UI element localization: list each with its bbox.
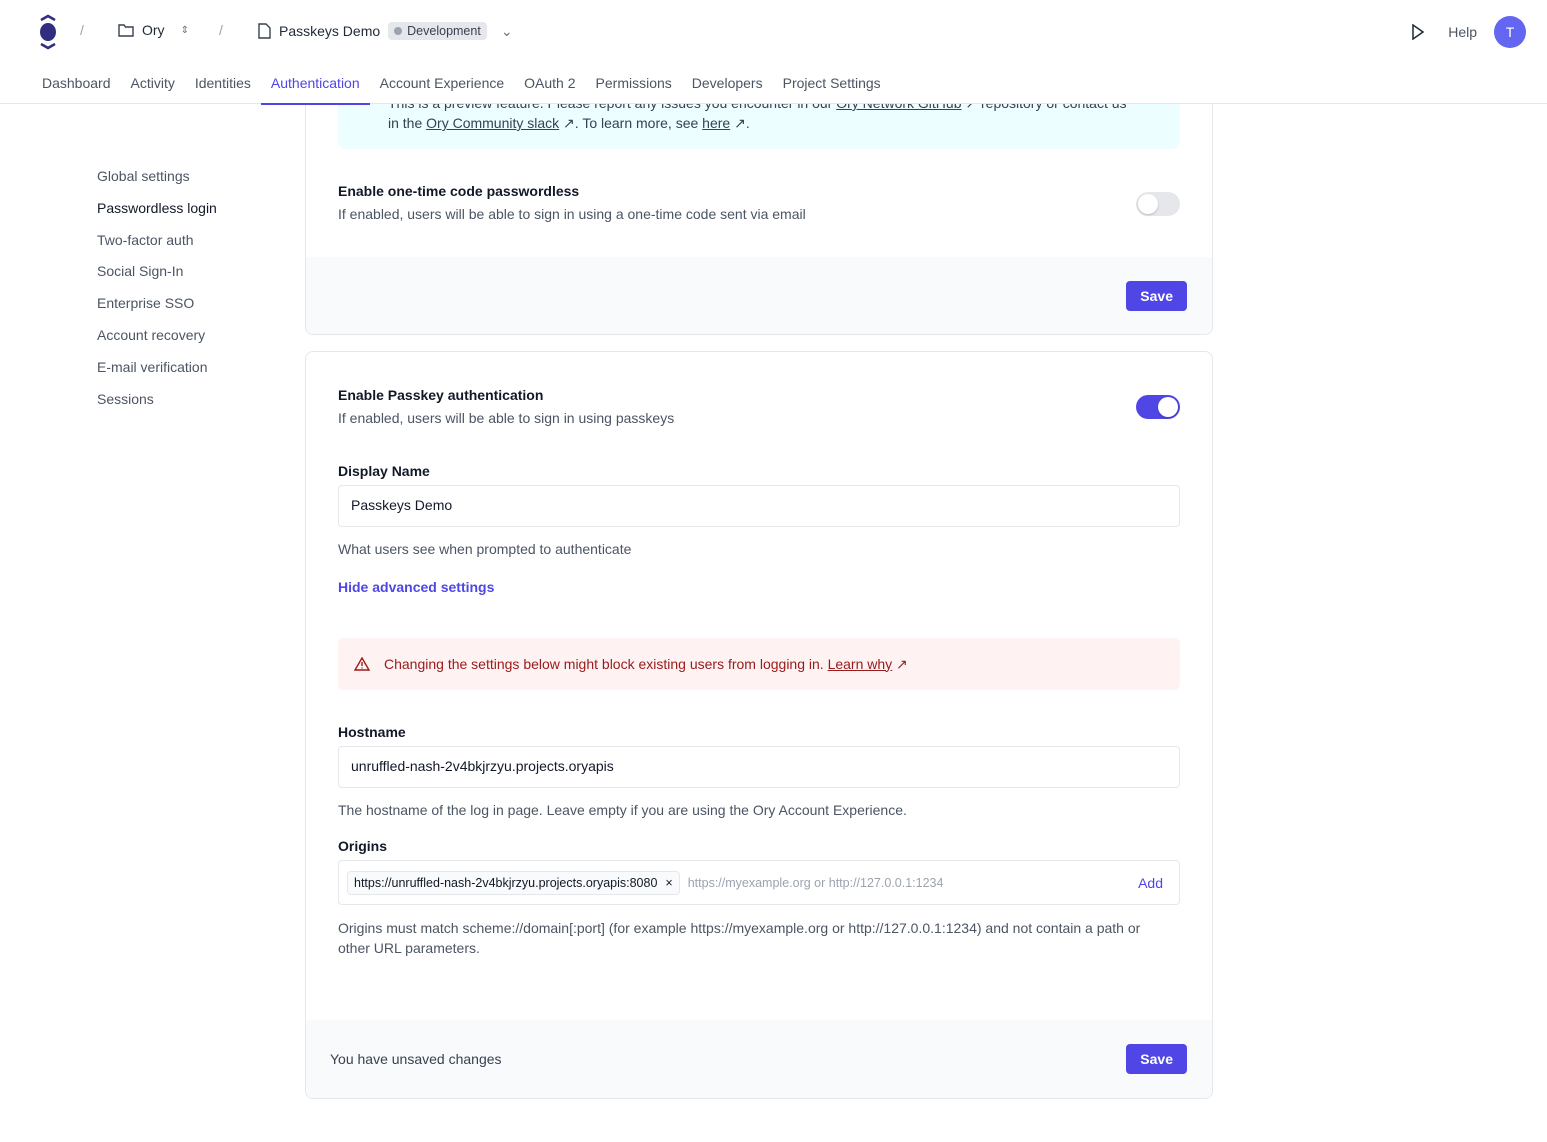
tab-permissions[interactable]: Permissions: [595, 75, 672, 91]
origins-help: Origins must match scheme://domain[:port…: [338, 920, 1141, 956]
learn-why-link[interactable]: Learn why: [827, 655, 893, 672]
add-origin-button[interactable]: Add: [1138, 874, 1163, 891]
sidebar-item-social-sign-in[interactable]: Social Sign-In: [97, 263, 184, 280]
card-footer: You have unsaved changes Save: [306, 1020, 1212, 1098]
warning-text: Changing the settings below might block …: [384, 655, 828, 672]
folder-icon: [118, 24, 134, 37]
passkey-card: Enable Passkey authentication If enabled…: [305, 351, 1213, 1099]
sidebar-item-account-recovery[interactable]: Account recovery: [97, 326, 206, 343]
breadcrumb-separator: /: [219, 22, 223, 38]
file-icon: [258, 23, 271, 39]
display-name-help: What users see when prompted to authenti…: [338, 541, 632, 557]
sidebar-item-global-settings[interactable]: Global settings: [97, 168, 190, 184]
hide-advanced-settings-link[interactable]: Hide advanced settings: [338, 579, 495, 595]
display-name-input[interactable]: Passkeys Demo: [338, 485, 1180, 527]
tab-activity[interactable]: Activity: [130, 75, 175, 91]
tab-oauth2[interactable]: OAuth 2: [524, 75, 576, 91]
environment-label: Development: [407, 24, 481, 38]
code-description: If enabled, users will be able to sign i…: [338, 206, 806, 222]
sidebar: Global settings Passwordless login Two-f…: [97, 168, 217, 422]
save-button[interactable]: Save: [1126, 281, 1187, 311]
sidebar-item-enterprise-sso[interactable]: Enterprise SSO: [97, 295, 195, 312]
help-link[interactable]: Help: [1448, 24, 1477, 40]
origins-placeholder[interactable]: https://myexample.org or http://127.0.0.…: [687, 875, 944, 890]
breadcrumb-separator: /: [80, 22, 84, 38]
project-switcher[interactable]: Passkeys Demo Development ⌄: [258, 22, 513, 40]
play-icon[interactable]: [1411, 24, 1425, 40]
project-name: Passkeys Demo: [279, 23, 381, 39]
origin-chip: https://unruffled-nash-2v4bkjrzyu.projec…: [347, 870, 680, 895]
code-toggle[interactable]: [1136, 192, 1180, 216]
unsaved-changes-text: You have unsaved changes: [330, 1051, 502, 1067]
origins-input[interactable]: https://unruffled-nash-2v4bkjrzyu.projec…: [338, 860, 1180, 905]
origin-value: https://unruffled-nash-2v4bkjrzyu.projec…: [354, 875, 658, 890]
tab-account-experience[interactable]: Account Experience: [379, 75, 505, 91]
avatar[interactable]: T: [1494, 16, 1526, 48]
hostname-input[interactable]: unruffled-nash-2v4bkjrzyu.projects.oryap…: [338, 746, 1180, 788]
origins-label: Origins: [338, 838, 388, 854]
main-tabs: Dashboard Activity Identities Authentica…: [32, 64, 891, 105]
hostname-label: Hostname: [338, 724, 406, 740]
learn-more-link[interactable]: here: [702, 115, 731, 131]
banner-text: .: [745, 115, 750, 131]
display-name-label: Display Name: [338, 463, 430, 479]
passkey-title: Enable Passkey authentication: [338, 387, 544, 403]
sidebar-item-passwordless-login[interactable]: Passwordless login: [97, 199, 217, 216]
sidebar-item-two-factor-auth[interactable]: Two-factor auth: [97, 231, 194, 248]
banner-text: . To learn more, see: [574, 115, 703, 131]
org-name: Ory: [142, 22, 165, 38]
passkey-toggle[interactable]: [1136, 395, 1180, 419]
chevron-up-down-icon: ⇕: [180, 24, 189, 36]
tab-authentication[interactable]: Authentication: [260, 64, 370, 105]
sidebar-item-email-verification[interactable]: E-mail verification: [97, 358, 208, 375]
tab-project-settings[interactable]: Project Settings: [782, 75, 881, 91]
ory-logo[interactable]: [36, 14, 60, 50]
tab-developers[interactable]: Developers: [691, 75, 763, 91]
code-title: Enable one-time code passwordless: [338, 183, 580, 199]
org-switcher[interactable]: Ory ⇕: [118, 22, 189, 38]
sidebar-item-sessions[interactable]: Sessions: [97, 390, 154, 407]
slack-link[interactable]: Ory Community slack: [426, 115, 560, 131]
warning-alert: Changing the settings below might block …: [338, 638, 1180, 690]
warning-icon: [354, 657, 370, 671]
save-button[interactable]: Save: [1126, 1044, 1187, 1074]
header: / Ory ⇕ / Passkeys Demo Development ⌄ He…: [0, 0, 1547, 105]
passkey-description: If enabled, users will be able to sign i…: [338, 410, 675, 426]
tab-identities[interactable]: Identities: [194, 75, 251, 91]
card-footer: Save: [306, 257, 1212, 334]
chevron-down-icon[interactable]: ⌄: [500, 22, 513, 39]
remove-icon[interactable]: ×: [665, 875, 673, 890]
tab-dashboard[interactable]: Dashboard: [42, 75, 111, 91]
environment-badge: Development: [388, 22, 487, 40]
hostname-help: The hostname of the log in page. Leave e…: [338, 802, 907, 818]
